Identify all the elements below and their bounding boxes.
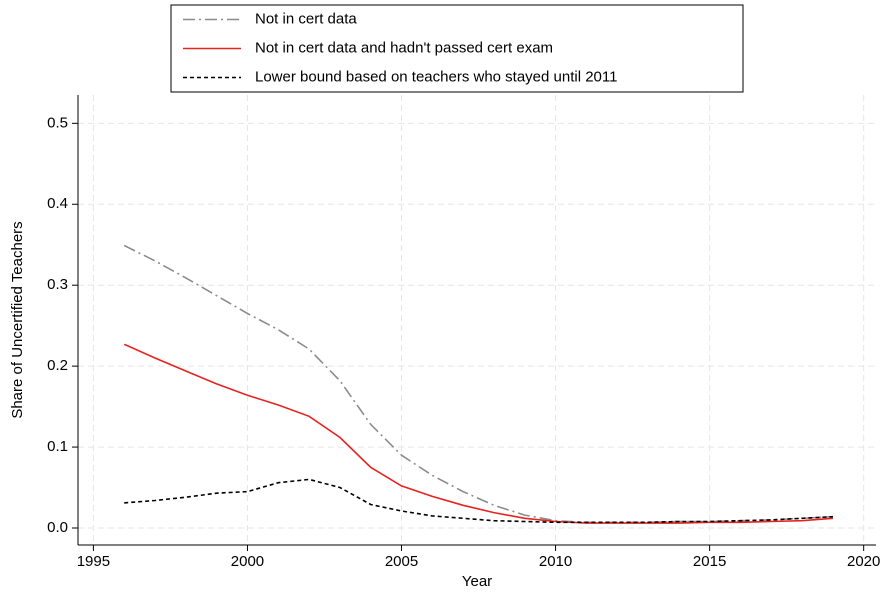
y-tick-label: 0.3: [47, 276, 68, 293]
legend-box: [170, 4, 744, 93]
y-tick-label: 0.5: [47, 114, 68, 131]
x-tick-label: 2005: [385, 553, 418, 570]
legend-label: Not in cert data: [255, 10, 357, 27]
x-tick-label: 2010: [539, 553, 572, 570]
data-line: [123, 244, 833, 524]
x-tick-label: 2000: [231, 553, 264, 570]
y-tick-label: 0.0: [47, 519, 68, 536]
y-tick-label: 0.1: [47, 438, 68, 455]
x-tick-label: 2020: [847, 553, 880, 570]
legend-label: Not in cert data and hadn't passed cert …: [255, 39, 553, 56]
x-axis-label: Year: [462, 573, 492, 590]
x-tick-label: 1995: [77, 553, 110, 570]
y-axis-label: Share of Uncertified Teachers: [9, 221, 26, 418]
y-tick-label: 0.2: [47, 357, 68, 374]
x-tick-label: 2015: [693, 553, 726, 570]
y-tick-label: 0.4: [47, 195, 68, 212]
legend-label: Lower bound based on teachers who stayed…: [255, 68, 617, 85]
data-line: [123, 343, 833, 524]
data-line: [124, 478, 833, 524]
